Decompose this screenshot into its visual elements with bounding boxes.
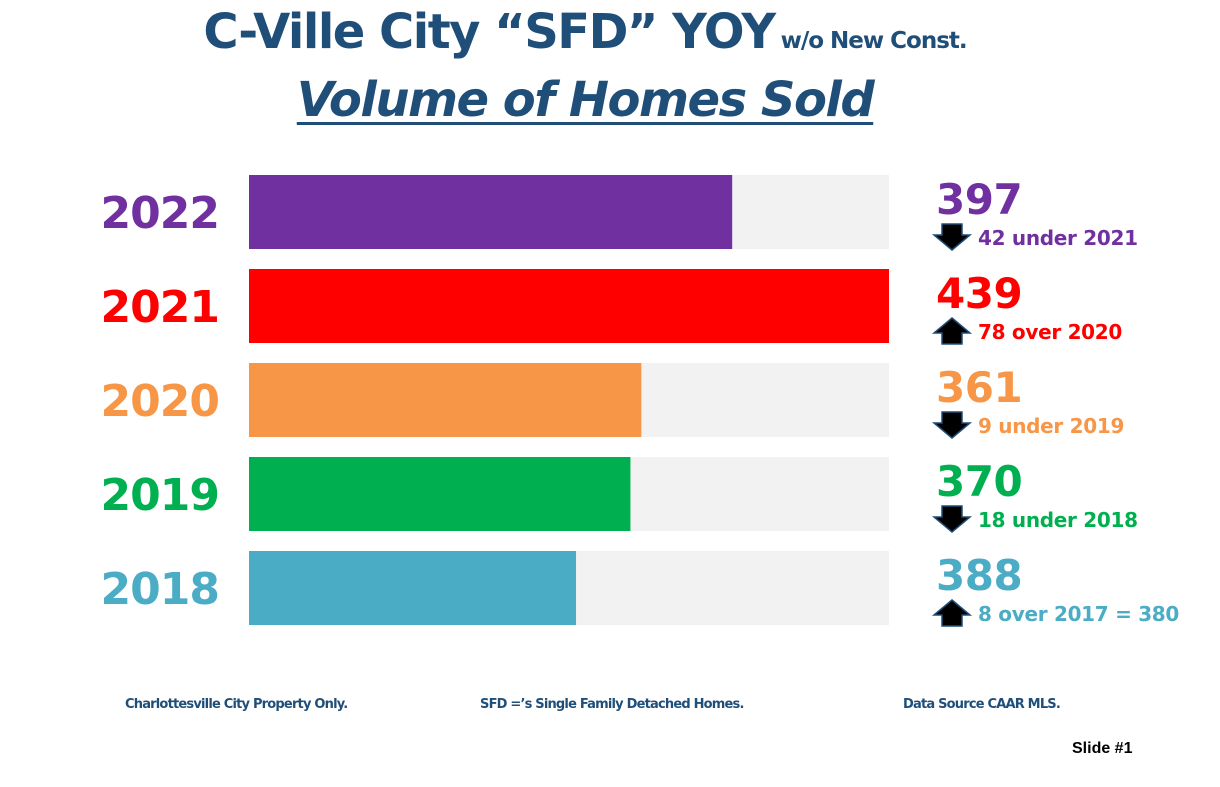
year-label: 2019 <box>101 470 219 521</box>
arrow-down-icon <box>931 505 973 533</box>
arrow-down-icon <box>931 223 973 251</box>
chart-title-main: C-Ville City “SFD” YOY <box>203 4 776 60</box>
year-label: 2021 <box>101 282 219 333</box>
value-label: 370 <box>936 457 1022 506</box>
change-label: 9 under 2019 <box>978 414 1124 438</box>
footer-note-definition: SFD =’s Single Family Detached Homes. <box>480 697 744 712</box>
bar <box>249 457 631 531</box>
bar <box>249 551 577 625</box>
value-label: 361 <box>936 363 1022 412</box>
chart-title-sub: w/o New Const. <box>780 28 968 54</box>
bar <box>249 175 733 249</box>
value-label: 439 <box>936 269 1022 318</box>
chart-subtitle: Volume of Homes Sold <box>296 72 875 128</box>
arrow-down-icon <box>931 411 973 439</box>
bar <box>249 363 642 437</box>
arrow-up-icon <box>931 599 973 627</box>
footer-note-source: Data Source CAAR MLS. <box>903 697 1061 712</box>
year-label: 2018 <box>101 564 219 615</box>
value-label: 388 <box>936 551 1022 600</box>
year-label: 2022 <box>101 188 219 239</box>
chart-title: C-Ville City “SFD” YOY w/o New Const. <box>0 4 1170 60</box>
bar <box>249 269 889 343</box>
change-label: 42 under 2021 <box>978 226 1138 250</box>
value-label: 397 <box>936 175 1022 224</box>
change-label: 78 over 2020 <box>978 320 1122 344</box>
footer-note-scope: Charlottesville City Property Only. <box>125 697 348 712</box>
change-label: 8 over 2017 = 380 <box>978 602 1179 626</box>
arrow-up-icon <box>931 317 973 345</box>
change-label: 18 under 2018 <box>978 508 1138 532</box>
slide-number: Slide #1 <box>1072 740 1133 757</box>
year-label: 2020 <box>101 376 219 427</box>
